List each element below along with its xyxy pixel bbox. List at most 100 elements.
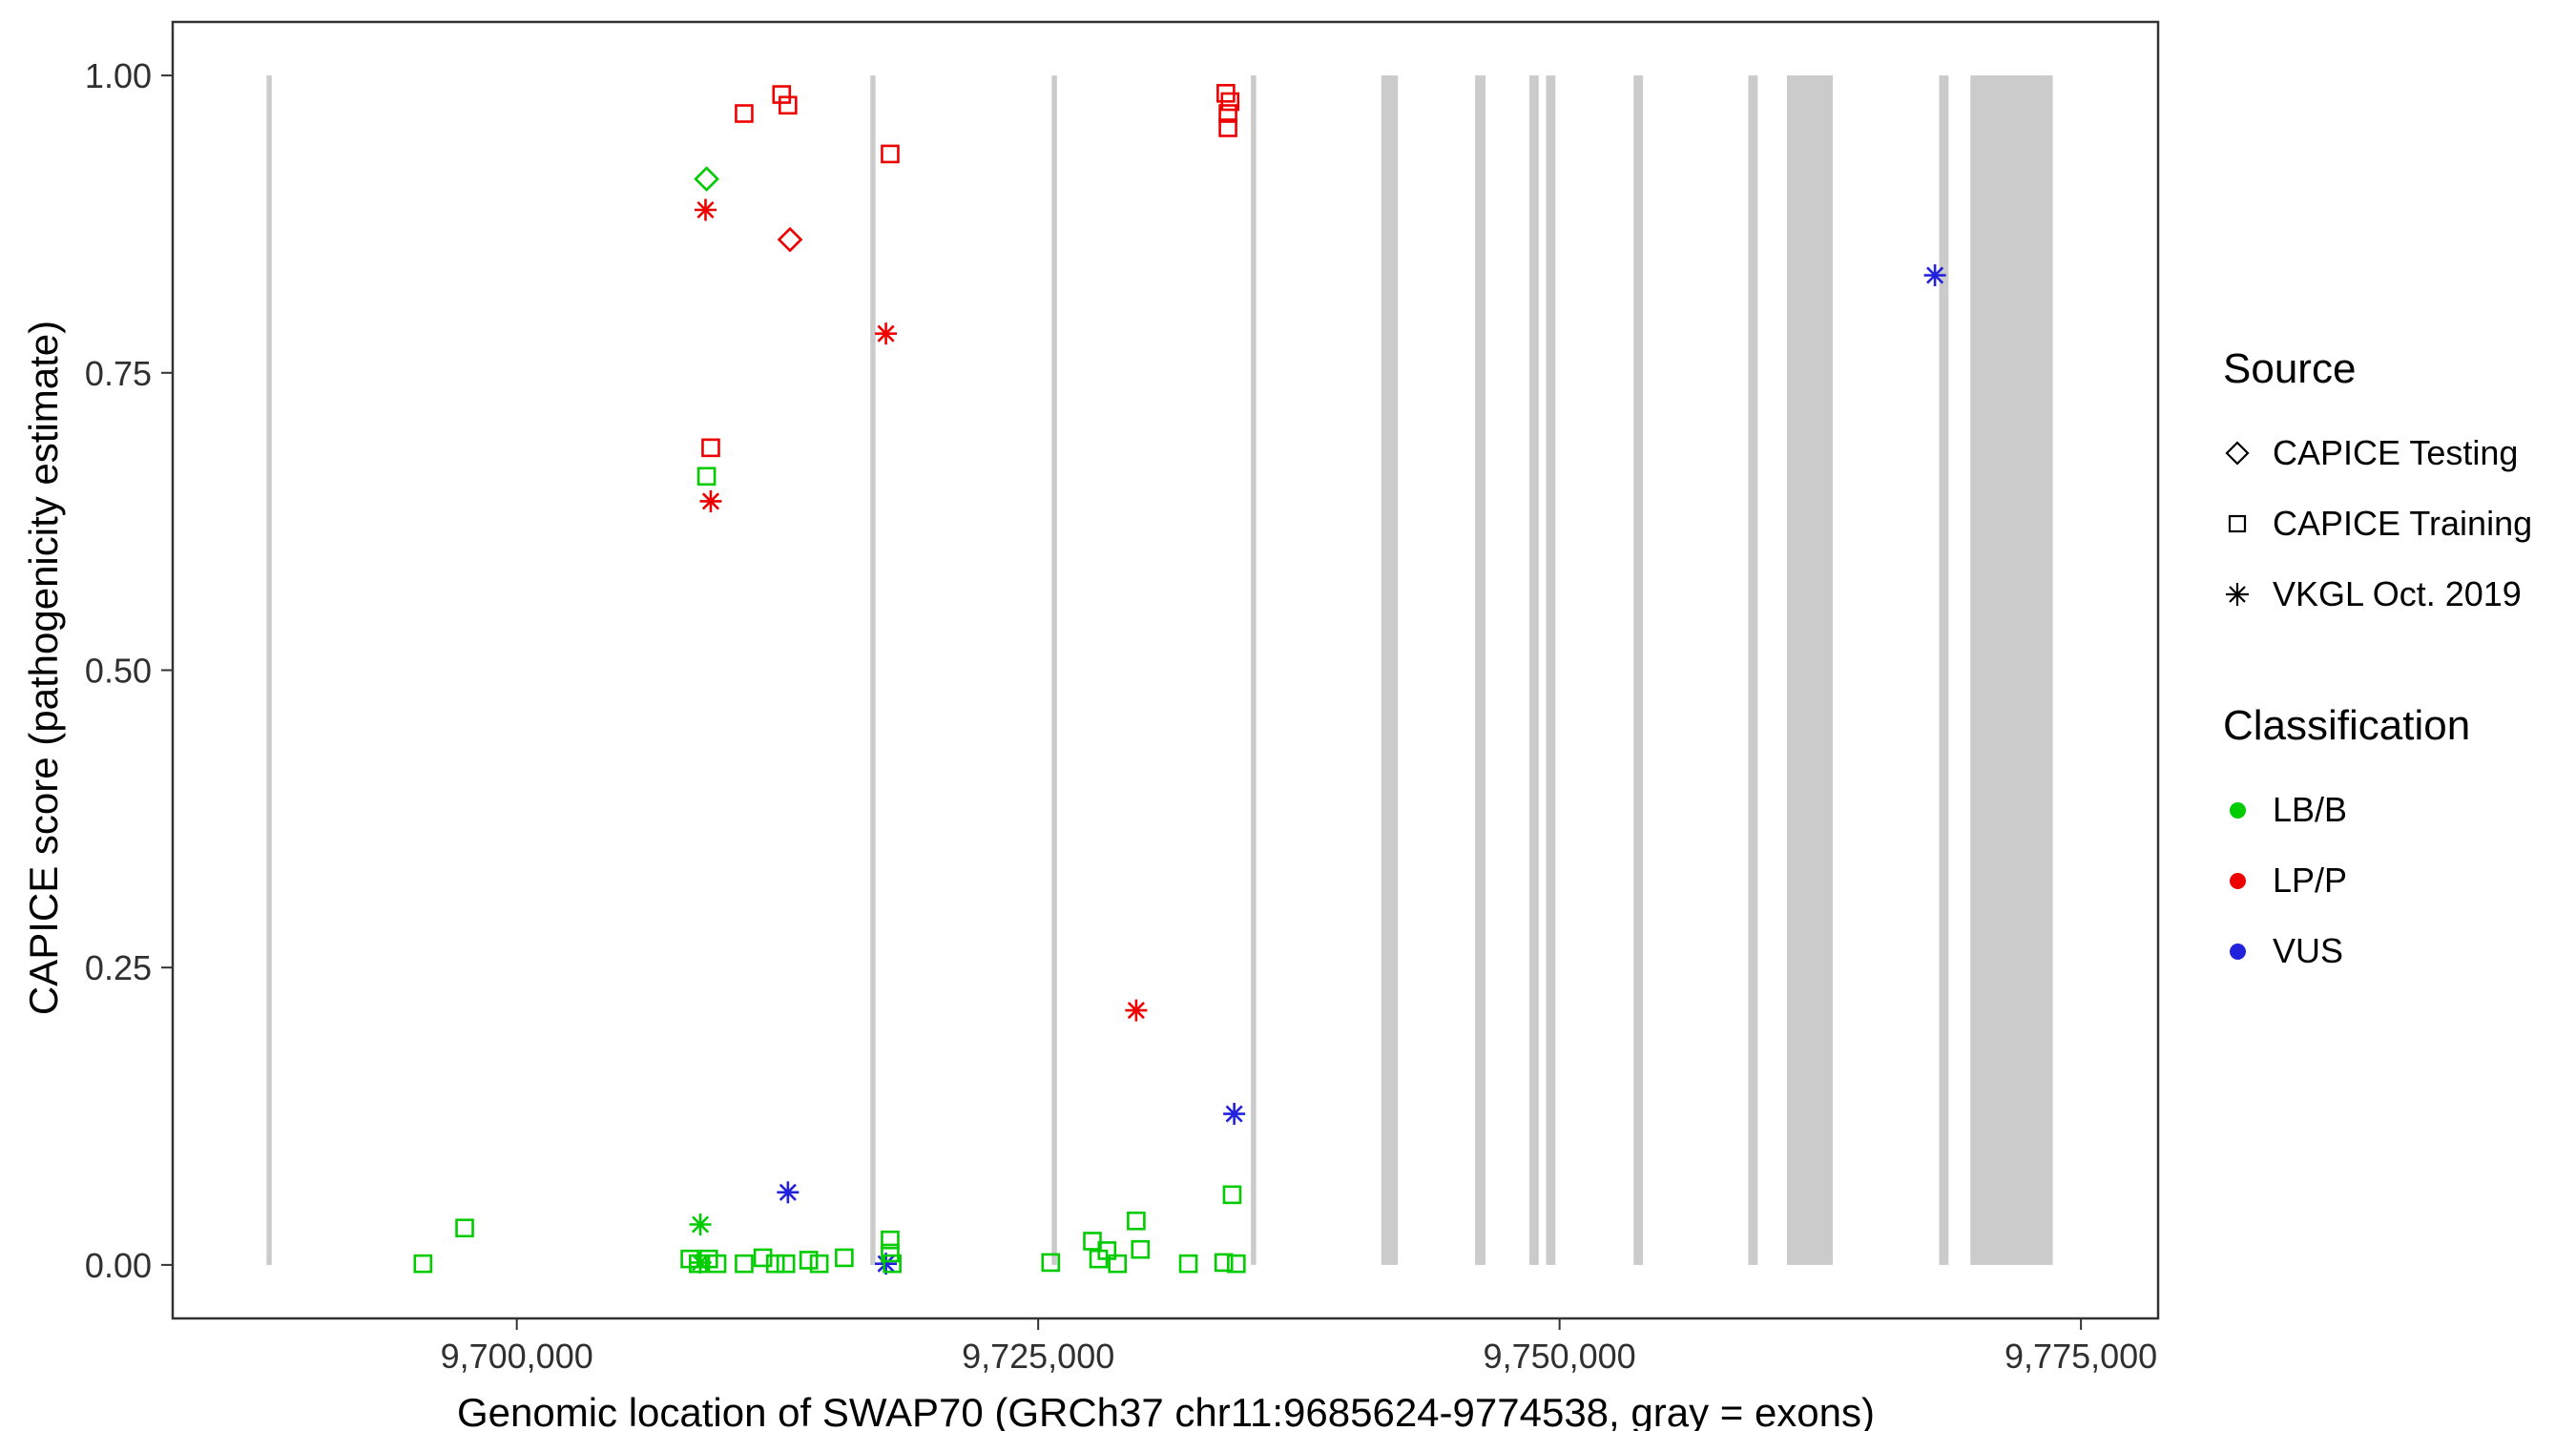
data-point-square (689, 1254, 708, 1274)
data-point-square (799, 1251, 819, 1270)
exon-bar (1546, 75, 1556, 1265)
y-axis-label: CAPICE score (pathogenicity estimate) (21, 320, 66, 1016)
legend-source: Source CAPICE Testing CAPICE Training (2223, 345, 2532, 630)
x-axis-label: Genomic location of SWAP70 (GRCh37 chr11… (456, 1390, 1876, 1431)
data-point-asterisk (1923, 264, 1946, 287)
data-point-square (1131, 1239, 1151, 1259)
asterisk-ray (701, 492, 720, 510)
legend-item-label: LP/P (2273, 861, 2348, 900)
data-point-square (1218, 118, 1237, 137)
data-point-square (701, 438, 720, 458)
legend-item-label: CAPICE Testing (2273, 433, 2519, 472)
data-point-square (1083, 1232, 1102, 1251)
exon-bar (870, 75, 876, 1265)
data-point-square (809, 1254, 829, 1274)
x-tick-label: 9,750,000 (1484, 1337, 1636, 1376)
lpp-color-dot (2230, 872, 2246, 889)
data-point-square (753, 1248, 773, 1268)
exon-bar (1051, 75, 1057, 1265)
data-point-square (1218, 104, 1237, 123)
data-point-square (779, 95, 798, 115)
exon-bar (1475, 75, 1486, 1265)
exon-bar (1251, 75, 1257, 1265)
asterisk-ray (691, 1215, 710, 1234)
exon-bar (1970, 75, 2053, 1265)
vus-color-dot (2230, 943, 2246, 960)
data-point-square (883, 1254, 902, 1274)
legend-classification-title: Classification (2223, 702, 2471, 749)
data-point-square (735, 104, 754, 123)
lbb-color-dot (2230, 801, 2246, 819)
y-tick-label: 0.50 (85, 652, 152, 691)
x-tick-label: 9,725,000 (962, 1337, 1114, 1376)
data-point-square (1108, 1254, 1128, 1274)
data-point-square (881, 1230, 900, 1250)
y-tick-label: 0.75 (85, 354, 152, 393)
asterisk-ray (877, 324, 895, 342)
data-point-square (455, 1218, 474, 1238)
legend-source-title: Source (2223, 345, 2357, 392)
y-tick-label: 1.00 (85, 56, 152, 95)
panel-border (171, 20, 2160, 1320)
data-point-square (776, 1254, 796, 1274)
asterisk-ray (1127, 1002, 1145, 1020)
asterisk-icon (2226, 583, 2249, 606)
data-point-square (1178, 1254, 1198, 1274)
x-tick-label: 9,700,000 (441, 1337, 593, 1376)
asterisk-ray (1926, 266, 1944, 284)
legend-item-capice-training: CAPICE Training (2223, 488, 2532, 559)
data-point-square (707, 1254, 727, 1274)
data-point-square (696, 467, 717, 487)
data-point-asterisk (875, 322, 898, 345)
data-point-asterisk (695, 198, 717, 221)
asterisk-ray (696, 200, 715, 219)
legend-classification: Classification LB/B LP/P VUS (2223, 702, 2532, 986)
legend-item-label: VKGL Oct. 2019 (2273, 574, 2522, 613)
data-point-square (413, 1254, 433, 1274)
data-point-square (881, 1243, 900, 1263)
exon-bar (1786, 75, 1833, 1265)
exon-bar (1633, 75, 1644, 1265)
asterisk-ray (877, 1255, 895, 1273)
exon-bar (1381, 75, 1399, 1265)
exon-bar (266, 75, 272, 1265)
data-point-asterisk (1125, 999, 1148, 1022)
data-point-square (1222, 1185, 1242, 1205)
data-point-asterisk (1223, 1103, 1246, 1126)
data-point-square (1227, 1254, 1246, 1274)
asterisk-ray (779, 1183, 797, 1201)
legend-item-vus: VUS (2223, 916, 2532, 986)
legend-item-label: CAPICE Training (2273, 504, 2533, 543)
y-tick-label: 0.00 (85, 1246, 152, 1285)
data-point-square (772, 85, 792, 104)
data-point-diamond (777, 226, 803, 253)
asterisk-ray (1225, 1105, 1243, 1123)
square-icon (2228, 514, 2247, 533)
legend-item-vkgl: VKGL Oct. 2019 (2223, 559, 2532, 630)
data-point-square (1097, 1241, 1117, 1260)
diamond-icon (2225, 441, 2250, 466)
y-tick-label: 0.25 (85, 948, 152, 987)
exon-bar (1528, 75, 1539, 1265)
legend-item-lpp: LP/P (2223, 845, 2532, 916)
data-point-asterisk (777, 1181, 800, 1204)
data-point-asterisk (699, 489, 722, 512)
data-point-square (1220, 92, 1240, 112)
data-point-asterisk (689, 1213, 712, 1236)
exon-bar (1939, 75, 1949, 1265)
data-point-square (765, 1254, 785, 1274)
data-point-square (835, 1248, 854, 1268)
legend-item-label: LB/B (2273, 790, 2348, 829)
data-point-square (1214, 1253, 1234, 1273)
exon-bar (1748, 75, 1758, 1265)
legend-item-label: VUS (2273, 931, 2344, 970)
data-point-square (1041, 1253, 1061, 1273)
data-point-diamond (694, 166, 719, 192)
legend: Source CAPICE Testing CAPICE Training (2223, 345, 2532, 986)
legend-item-lbb: LB/B (2223, 775, 2532, 845)
data-point-square (1127, 1211, 1146, 1231)
x-tick-label: 9,775,000 (2005, 1337, 2157, 1376)
legend-item-capice-testing: CAPICE Testing (2223, 418, 2532, 488)
